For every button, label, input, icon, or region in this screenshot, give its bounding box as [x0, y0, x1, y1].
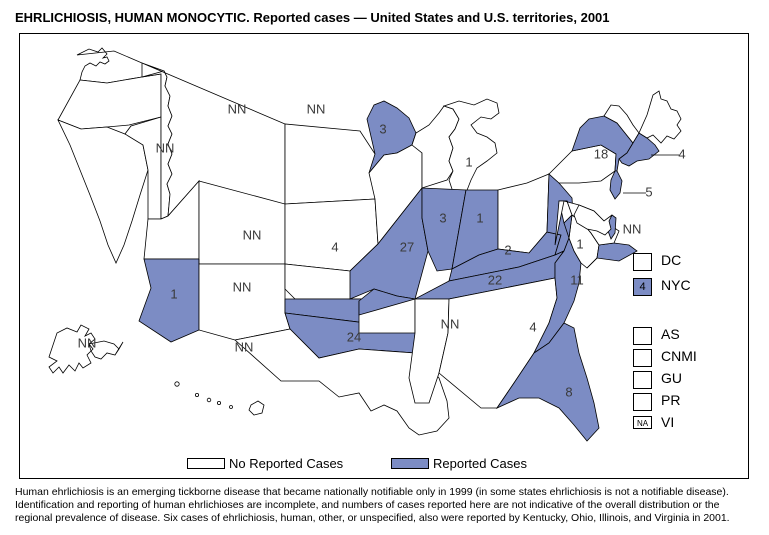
svg-text:NN: NN: [307, 101, 326, 116]
svg-text:2: 2: [504, 242, 511, 257]
svg-text:3: 3: [439, 210, 446, 225]
svg-text:8: 8: [565, 384, 572, 399]
svg-text:3: 3: [379, 121, 386, 136]
svg-text:NN: NN: [78, 335, 97, 350]
svg-text:5: 5: [645, 184, 652, 199]
svg-text:18: 18: [594, 146, 608, 161]
svg-text:NN: NN: [235, 339, 254, 354]
svg-text:NN: NN: [233, 279, 252, 294]
svg-text:4: 4: [678, 146, 685, 161]
svg-text:27: 27: [400, 239, 414, 254]
svg-text:24: 24: [347, 329, 361, 344]
svg-text:4: 4: [331, 239, 338, 254]
svg-text:1: 1: [576, 236, 583, 251]
svg-text:1: 1: [476, 210, 483, 225]
svg-text:NN: NN: [228, 101, 247, 116]
svg-text:1: 1: [465, 154, 472, 169]
svg-text:NN: NN: [243, 227, 262, 242]
svg-text:NN: NN: [623, 221, 642, 236]
svg-text:NN: NN: [156, 140, 175, 155]
svg-text:11: 11: [570, 272, 584, 287]
svg-text:4: 4: [529, 319, 536, 334]
svg-text:1: 1: [170, 286, 177, 301]
svg-text:22: 22: [488, 272, 502, 287]
svg-text:NN: NN: [441, 316, 460, 331]
